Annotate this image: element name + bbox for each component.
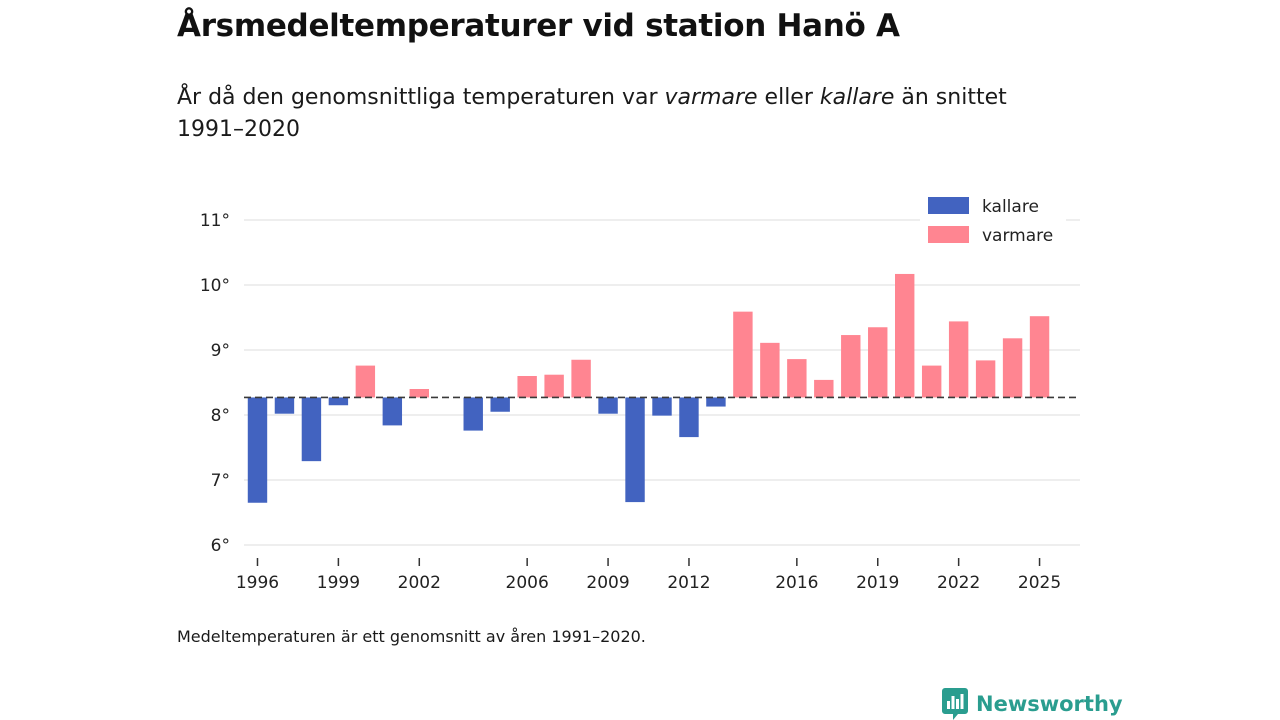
x-tick-label: 2009 — [586, 573, 629, 593]
bar-2008 — [571, 359, 591, 398]
legend-label-varmare: varmare — [982, 226, 1053, 246]
bar-2015 — [760, 342, 780, 398]
bar-2012 — [679, 397, 699, 438]
bar-2004 — [463, 397, 483, 431]
subtitle-text-1: År då den genomsnittliga temperaturen va… — [177, 85, 665, 110]
legend: kallare varmare — [920, 190, 1066, 252]
y-tick-label: 9° — [211, 341, 230, 361]
brand-name: Newsworthy — [976, 692, 1123, 716]
newsworthy-logo[interactable]: Newsworthy — [942, 688, 1123, 720]
subtitle-text-2: eller — [757, 85, 820, 110]
bar-2016 — [787, 359, 807, 398]
bar-2002 — [409, 389, 429, 398]
bar-1996 — [247, 397, 268, 503]
x-tick-label: 2006 — [506, 573, 549, 593]
x-tick-label: 1999 — [317, 573, 360, 593]
bar-2019 — [868, 327, 888, 398]
bar-2009 — [598, 397, 618, 414]
x-tick-label: 2025 — [1018, 573, 1061, 593]
bar-2010 — [625, 397, 645, 503]
bar-2025 — [1029, 316, 1050, 398]
bar-2022 — [948, 321, 969, 398]
y-tick-label: 8° — [211, 406, 230, 426]
x-tick-label: 2002 — [398, 573, 441, 593]
bar-2006 — [517, 376, 537, 398]
x-tick-label: 2019 — [856, 573, 899, 593]
x-tick-label: 2012 — [667, 573, 710, 593]
x-tick-label: 2022 — [937, 573, 980, 593]
subtitle-cold-word: kallare — [819, 85, 895, 110]
x-tick-label: 2016 — [775, 573, 818, 593]
newsworthy-logo-icon — [942, 688, 968, 720]
bar-2000 — [355, 365, 376, 398]
bar-1999 — [328, 397, 349, 406]
chart-title: Årsmedeltemperaturer vid station Hanö A — [177, 8, 900, 44]
bar-2007 — [544, 374, 564, 398]
bar-2024 — [1002, 338, 1023, 398]
bar-2017 — [814, 379, 834, 398]
bar-2021 — [921, 365, 942, 398]
y-tick-label: 11° — [200, 211, 230, 231]
legend-label-kallare: kallare — [982, 197, 1039, 217]
footnote: Medeltemperaturen är ett genomsnitt av å… — [177, 627, 646, 646]
x-tick-label: 1996 — [236, 573, 279, 593]
bar-2018 — [841, 335, 861, 398]
y-tick-label: 6° — [211, 536, 230, 556]
bar-1998 — [301, 397, 322, 462]
y-tick-label: 10° — [200, 276, 230, 296]
bar-1997 — [274, 397, 295, 414]
subtitle-text-3: än snittet 1991–2020 — [177, 85, 1007, 142]
bar-2023 — [975, 360, 996, 398]
subtitle-warm-word: varmare — [664, 85, 758, 110]
y-tick-label: 7° — [211, 471, 230, 491]
axes: 6° 7° 8° 9° 10° 11° 1996 1999 2002 2006 2009 2012 20… — [200, 211, 1061, 593]
legend-swatch-kallare — [928, 197, 969, 214]
bar-2020 — [895, 273, 915, 398]
bar-2014 — [733, 311, 753, 398]
chart-subtitle: År då den genomsnittliga temperaturen va… — [177, 82, 1057, 146]
bar-2005 — [490, 397, 510, 412]
legend-swatch-varmare — [928, 226, 969, 243]
bar-2001 — [382, 397, 403, 426]
bar-2011 — [652, 397, 672, 416]
bars — [247, 273, 1050, 503]
bar-2013 — [706, 397, 726, 407]
